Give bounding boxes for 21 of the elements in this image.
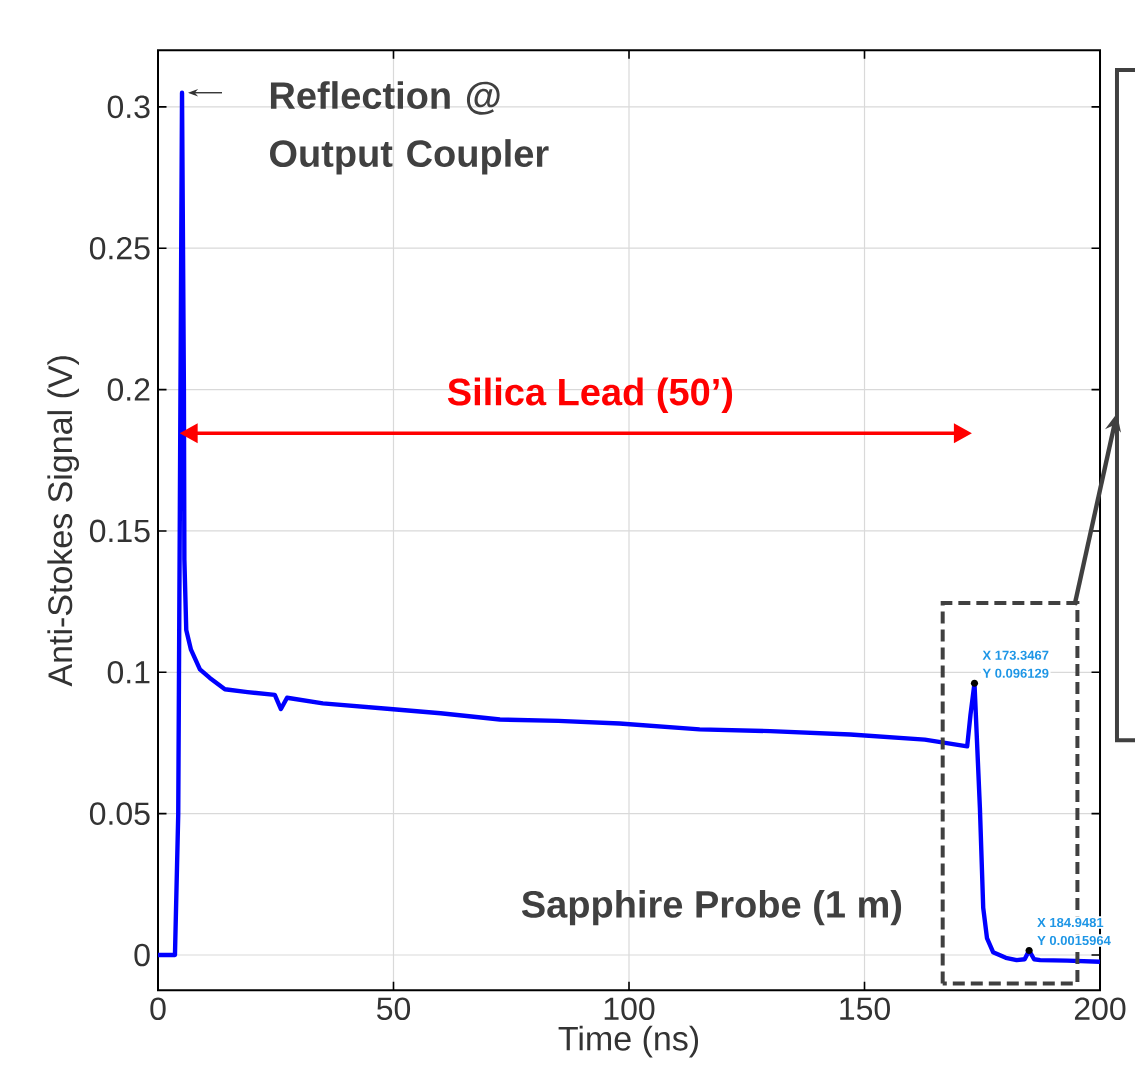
x-tick-label: 200 — [1074, 997, 1126, 1021]
y-tick-label: 0.05 — [89, 802, 150, 825]
annotation: X 173.3467 — [982, 650, 1049, 660]
annotation: Y 0.096129 — [982, 668, 1049, 678]
x-axis-title: Time (ns) — [558, 1025, 699, 1058]
y-tick-label: 0.25 — [89, 236, 150, 260]
annotation: Y 0.0015964 — [1037, 935, 1111, 946]
y-tick-label: 0.2 — [107, 378, 150, 401]
annotation: X 184.9481 — [1037, 917, 1104, 928]
x-tick-label: 50 — [376, 997, 411, 1021]
annotation: Reflection @ Output Coupler — [269, 81, 549, 175]
y-tick-label: 0.15 — [89, 519, 150, 543]
y-tick-label: 0.1 — [107, 660, 150, 684]
x-tick-label: 100 — [604, 997, 655, 1021]
y-tick-label: 0 — [134, 943, 150, 967]
y-axis-title: Anti-Stokes Signal (V) — [47, 356, 79, 687]
x-tick-label: 150 — [840, 997, 890, 1021]
x-tick-label: 0 — [150, 997, 166, 1021]
annotation: Sapphire Probe (1 m) — [521, 889, 902, 926]
annotation: Silica Lead (50’) — [447, 377, 733, 414]
y-tick-label: 0.3 — [107, 95, 150, 119]
